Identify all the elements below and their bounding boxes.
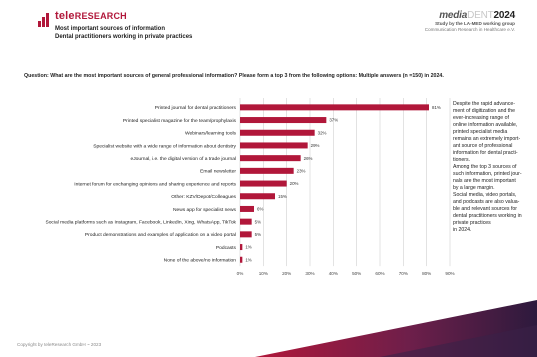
x-tick-label: 10%: [259, 271, 268, 276]
x-tick-label: 60%: [375, 271, 384, 276]
bar: [240, 117, 327, 124]
category-label: Email newsletter: [200, 169, 236, 175]
category-label: Printed specialist magazine for the team…: [123, 118, 237, 124]
question-text: Question: What are the most important so…: [24, 73, 444, 79]
bar: [240, 155, 301, 162]
category-label: None of the above/no information: [164, 258, 237, 264]
data-label: 5%: [255, 219, 261, 224]
data-label: 5%: [255, 232, 261, 237]
bar: [240, 129, 315, 136]
study-line: Study by the LA-MED working group: [435, 21, 515, 26]
study-line-2: Communication Research in Healthcare e.V…: [424, 27, 515, 32]
title-line-2: Dental practitioners working in private …: [55, 34, 193, 40]
category-label: Specialist website with a wide range of …: [93, 143, 236, 149]
logo-bars-icon: [38, 13, 49, 27]
x-tick-label: 50%: [352, 271, 361, 276]
bar: [240, 244, 243, 251]
bar: [240, 205, 254, 212]
bar: [240, 142, 308, 149]
x-tick-label: 40%: [329, 271, 338, 276]
bar: [240, 180, 287, 187]
mediadent-header: mediaDENT2024 Study by the LA-MED workin…: [425, 10, 515, 33]
data-label: 23%: [297, 168, 306, 173]
bar: [240, 167, 294, 174]
data-label: 1%: [245, 257, 251, 262]
bar: [240, 256, 243, 263]
category-label: Other: KZV/Depot/Colleagues: [171, 194, 236, 200]
bar: [240, 218, 252, 225]
x-tick-label: 70%: [399, 271, 408, 276]
data-label: 20%: [290, 181, 299, 186]
brand-logo: teleResearch: [55, 10, 127, 22]
data-label: 29%: [311, 143, 320, 148]
bar: [240, 104, 429, 111]
category-label: Social media platforms such as Instagram…: [45, 219, 236, 225]
category-label: eJournal, i.e. the digital version of a …: [131, 156, 236, 162]
category-label: Internet forum for exchanging opinions a…: [74, 181, 236, 187]
data-label: 1%: [245, 245, 251, 250]
copyright: Copyright by teleResearch GmbH ~ 2023: [17, 342, 102, 347]
page-title: Most important sources of information De…: [55, 25, 192, 41]
data-label: 6%: [257, 207, 263, 212]
category-label: News app for specialist news: [173, 207, 237, 213]
title-line-1: Most important sources of information: [55, 26, 166, 32]
commentary-text: Despite the rapid advance- ment of digit…: [453, 101, 522, 233]
data-label: 26%: [304, 156, 313, 161]
category-label: Podcasts: [216, 245, 237, 251]
category-label: Printed journal for dental practitioners: [155, 105, 237, 111]
data-label: 81%: [432, 105, 441, 110]
x-tick-label: 90%: [445, 271, 454, 276]
x-tick-label: 80%: [422, 271, 431, 276]
data-label: 37%: [329, 118, 338, 123]
category-label: Webinars/learning tools: [185, 131, 237, 137]
category-label: Product demonstrations and examples of a…: [85, 232, 236, 238]
x-tick-label: 0%: [237, 271, 244, 276]
data-label: 15%: [278, 194, 287, 199]
bar: [240, 231, 252, 238]
data-label: 32%: [318, 130, 327, 135]
bar: [240, 193, 275, 200]
x-tick-label: 20%: [282, 271, 291, 276]
x-tick-label: 30%: [305, 271, 314, 276]
mediadent-logo: mediaDENT2024: [439, 10, 515, 21]
